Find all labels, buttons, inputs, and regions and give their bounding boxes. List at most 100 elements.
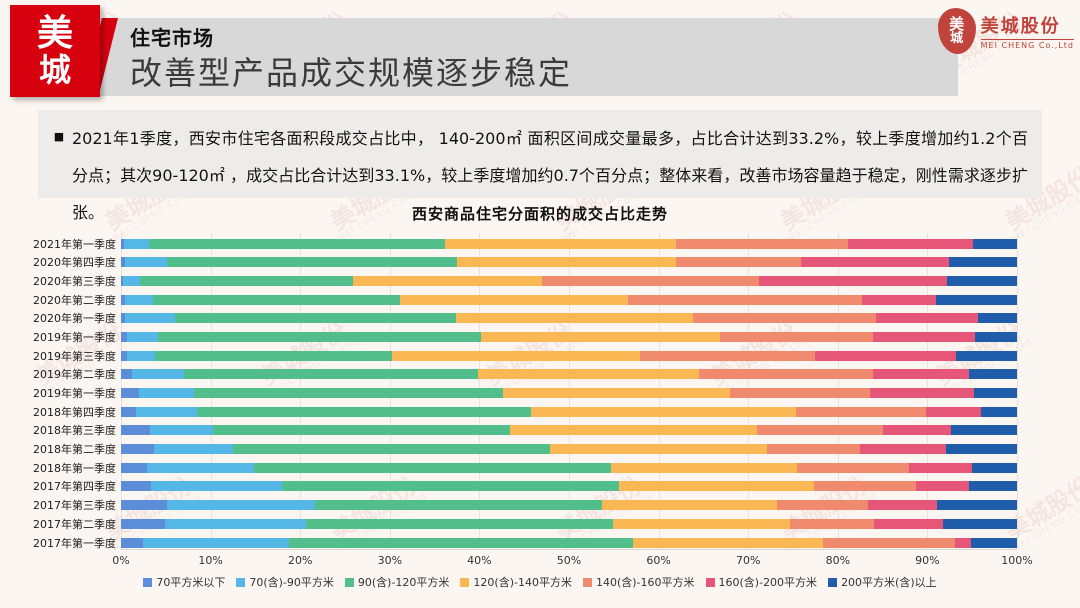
- brand-name-en: MEI CHENG Co.,Ltd: [980, 39, 1074, 50]
- legend-item: 90(含)-120平方米: [344, 574, 450, 590]
- bar-track: [121, 313, 1017, 324]
- bar-segment: [915, 481, 970, 492]
- bar-segment: [121, 537, 143, 548]
- bar-segment: [795, 406, 927, 417]
- chart-row: 2017年第一季度: [0, 536, 1080, 550]
- bar-track: [121, 350, 1017, 361]
- bar-segment: [847, 238, 974, 249]
- legend-label: 120(含)-140平方米: [473, 576, 572, 589]
- bar-segment: [776, 500, 869, 511]
- category-label: 2018年第一季度: [33, 461, 116, 475]
- x-tick-label: 20%: [287, 554, 313, 567]
- bar-segment: [981, 406, 1017, 417]
- bar-track: [121, 388, 1017, 398]
- chart-row: 2019年第一季度: [0, 387, 1080, 400]
- brand-logo: 美 城 美城股份 MEI CHENG Co.,Ltd: [937, 8, 1074, 54]
- category-label: 2017年第三季度: [33, 499, 116, 513]
- bar-segment: [639, 350, 816, 361]
- category-label: 2017年第四季度: [33, 480, 116, 494]
- bar-segment: [127, 331, 158, 342]
- bar-segment: [968, 369, 1017, 380]
- bar-segment: [155, 350, 393, 361]
- stacked-bar-chart: 2021年第一季度 2020年第四季度 2020年第三季度 2020年第二季度 2020…: [0, 233, 1080, 608]
- category-label: 2020年第四季度: [33, 256, 116, 270]
- bar-segment: [183, 369, 478, 380]
- x-tick-label: 100%: [1001, 554, 1033, 567]
- bar-segment: [194, 388, 503, 398]
- category-label: 2018年第四季度: [33, 405, 116, 419]
- chart-row: 2020年第三季度: [0, 275, 1080, 288]
- brand-seal-char-bottom: 城: [950, 31, 964, 46]
- legend-swatch-icon: [460, 577, 470, 587]
- legend-swatch-icon: [582, 577, 592, 587]
- bar-track: [121, 537, 1017, 548]
- bar-segment: [121, 500, 167, 511]
- bar-segment: [675, 238, 848, 249]
- bar-segment: [971, 537, 1017, 548]
- bar-segment: [868, 500, 938, 511]
- bar-segment: [797, 462, 909, 473]
- summary-box: ■ 2021年1季度，西安市住宅各面积段成交占比中， 140-200㎡ 面积区间…: [38, 110, 1042, 222]
- legend-swatch-icon: [236, 577, 246, 587]
- bar-segment: [138, 388, 195, 398]
- bar-segment: [692, 313, 877, 324]
- bar-segment: [612, 518, 791, 529]
- bar-segment: [149, 425, 214, 436]
- legend-item: 140(含)-160平方米: [582, 574, 695, 590]
- bar-segment: [121, 238, 124, 249]
- bar-segment: [121, 481, 151, 492]
- x-tick-label: 30%: [377, 554, 403, 567]
- bar-segment: [121, 425, 150, 436]
- legend-label: 90(含)-120平方米: [357, 576, 450, 589]
- bar-segment: [801, 257, 949, 268]
- bar-segment: [125, 313, 175, 324]
- bar-segment: [973, 388, 1017, 398]
- bar-track: [121, 257, 1017, 268]
- bar-track: [121, 481, 1017, 492]
- bar-segment: [315, 500, 603, 511]
- bar-segment: [730, 388, 871, 398]
- bar-segment: [872, 331, 975, 342]
- category-label: 2021年第一季度: [33, 237, 116, 251]
- bar-segment: [174, 313, 457, 324]
- chart-row: 2017年第四季度: [0, 480, 1080, 494]
- chart-row: 2017年第二季度: [0, 517, 1080, 531]
- category-label: 2017年第一季度: [33, 536, 116, 550]
- title-bar: 住宅市场 改善型产品成交规模逐步稳定: [82, 18, 958, 96]
- chart-row: 2017年第三季度: [0, 499, 1080, 513]
- bar-segment: [121, 294, 125, 305]
- bar-segment: [121, 406, 137, 417]
- legend-item: 160(含)-200平方米: [705, 574, 817, 590]
- bar-track: [121, 369, 1017, 380]
- bar-segment: [121, 331, 128, 342]
- chart-rows: 2021年第一季度 2020年第四季度 2020年第三季度 2020年第二季度 2020…: [0, 237, 1080, 550]
- bar-segment: [872, 369, 969, 380]
- category-label: 2020年第一季度: [33, 312, 116, 326]
- bar-track: [121, 462, 1017, 473]
- bar-track: [121, 500, 1017, 511]
- bullet-icon: ■: [53, 130, 65, 143]
- bar-segment: [399, 294, 629, 305]
- category-label: 2020年第二季度: [33, 293, 116, 307]
- bar-segment: [142, 537, 290, 548]
- bar-segment: [392, 350, 640, 361]
- bar-track: [121, 444, 1017, 455]
- bar-segment: [509, 425, 758, 436]
- chart-row: 2018年第四季度: [0, 405, 1080, 419]
- chart-row: 2019年第二季度: [0, 368, 1080, 381]
- category-label: 2017年第二季度: [33, 517, 116, 531]
- legend-swatch-icon: [705, 577, 715, 587]
- bar-segment: [456, 257, 676, 268]
- bar-segment: [502, 388, 731, 398]
- x-tick-label: 50%: [556, 554, 582, 567]
- bar-segment: [823, 537, 956, 548]
- bar-segment: [948, 257, 1017, 268]
- bar-segment: [121, 350, 128, 361]
- bar-segment: [947, 275, 1017, 286]
- bar-segment: [121, 313, 126, 324]
- chart-row: 2018年第一季度: [0, 461, 1080, 475]
- bar-segment: [882, 425, 951, 436]
- bar-segment: [131, 369, 184, 380]
- bar-segment: [123, 238, 149, 249]
- bar-segment: [121, 369, 132, 380]
